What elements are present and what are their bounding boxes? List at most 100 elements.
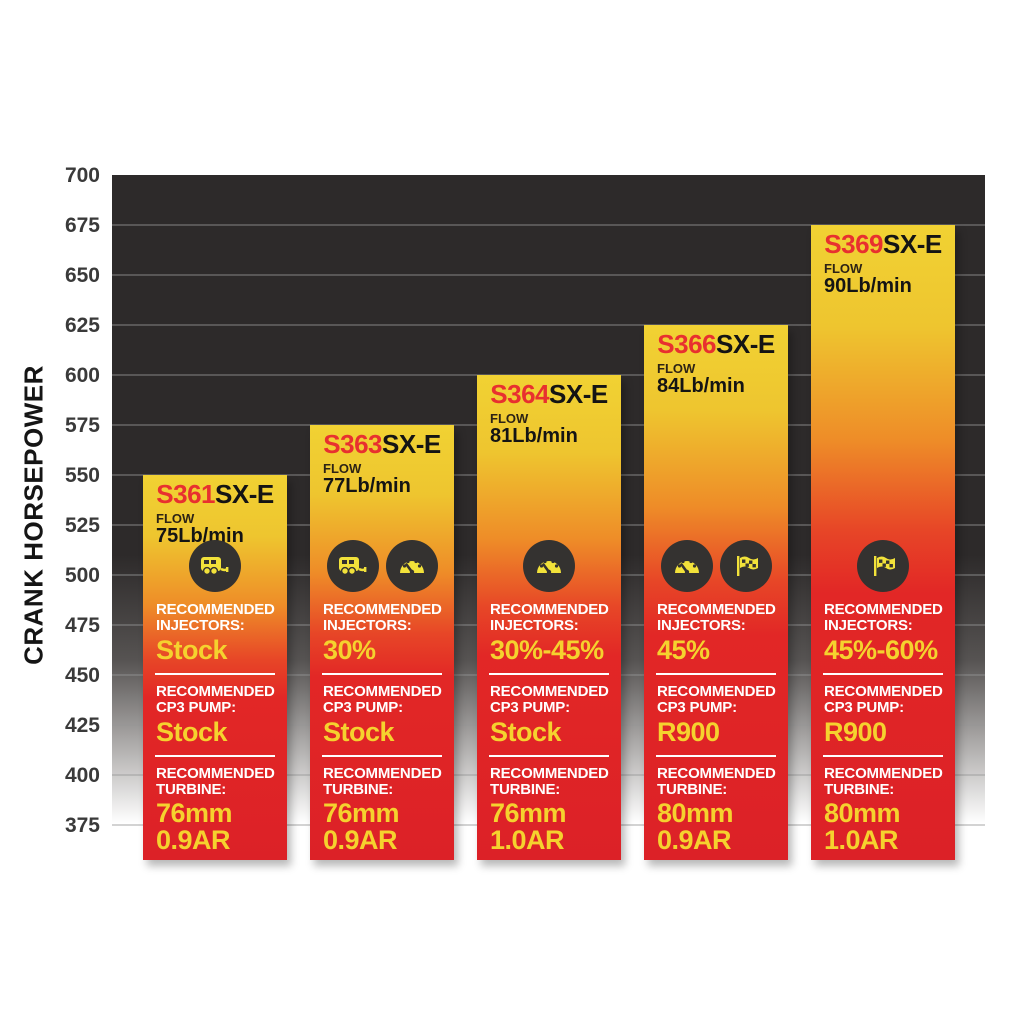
flag-icon xyxy=(857,540,909,592)
cp3-label: RECOMMENDED CP3 PUMP: xyxy=(824,683,943,717)
model-title: S364SX-E xyxy=(477,381,621,407)
turbine-label: RECOMMENDED TURBINE: xyxy=(490,765,609,799)
cp3-section: RECOMMENDED CP3 PUMP: R900 xyxy=(821,684,945,746)
model-suffix: SX-E xyxy=(549,379,608,409)
divider xyxy=(322,755,442,758)
bar-s366sx-e: S366SX-E FLOW 84Lb/min xyxy=(644,325,788,860)
turbine-size: 76mm xyxy=(323,798,400,829)
cp3-value: Stock xyxy=(490,717,562,748)
model-suffix: SX-E xyxy=(716,329,775,359)
turbine-ar: 1.0AR xyxy=(490,824,565,855)
y-tick-label: 650 xyxy=(64,264,100,287)
cp3-label: RECOMMENDED CP3 PUMP: xyxy=(156,683,275,717)
y-tick-label: 575 xyxy=(64,414,100,437)
injectors-value: 45% xyxy=(657,635,710,666)
bar-s361sx-e: S361SX-E FLOW 75Lb/min xyxy=(143,475,287,860)
injectors-section: RECOMMENDED INJECTORS: 45%-60% xyxy=(821,601,945,666)
bar-s363sx-e: S363SX-E FLOW 77Lb/min xyxy=(310,425,454,860)
model-title: S363SX-E xyxy=(310,431,454,457)
gauge-icon xyxy=(523,540,575,592)
divider xyxy=(322,673,442,676)
turbine-ar: 0.9AR xyxy=(323,824,398,855)
model-suffix: SX-E xyxy=(883,229,942,259)
icons-row xyxy=(310,540,454,592)
cp3-label: RECOMMENDED CP3 PUMP: xyxy=(490,683,609,717)
divider xyxy=(489,673,609,676)
turbine-section: RECOMMENDED TURBINE: 76mm 1.0AR xyxy=(487,765,611,855)
gauge-icon xyxy=(385,540,438,592)
model-title: S361SX-E xyxy=(143,481,287,507)
bar-header: S361SX-E FLOW 75Lb/min xyxy=(143,475,287,546)
injectors-value: 45%-60% xyxy=(824,635,938,666)
turbine-section: RECOMMENDED TURBINE: 76mm 0.9AR xyxy=(320,765,444,855)
turbine-size: 76mm xyxy=(156,798,233,829)
model-number: S363 xyxy=(323,429,383,459)
turbine-ar: 0.9AR xyxy=(657,824,732,855)
turbine-value: 76mm 0.9AR xyxy=(156,798,277,854)
injectors-section: RECOMMENDED INJECTORS: Stock xyxy=(153,601,277,664)
cp3-value: Stock xyxy=(156,717,228,748)
divider xyxy=(155,673,275,676)
turbine-value: 80mm 1.0AR xyxy=(824,798,945,854)
bar-lower-content: RECOMMENDED INJECTORS: 30%-45% RECOMMEND… xyxy=(477,540,621,860)
model-number: S361 xyxy=(156,479,216,509)
y-tick-label: 450 xyxy=(64,664,100,687)
cp3-value: R900 xyxy=(824,717,887,748)
injectors-value: 30% xyxy=(323,635,376,666)
divider xyxy=(489,755,609,758)
turbine-label: RECOMMENDED TURBINE: xyxy=(323,765,442,799)
bar-header: S364SX-E FLOW 81Lb/min xyxy=(477,375,621,446)
flag-icon xyxy=(719,540,772,592)
flow-label: FLOW xyxy=(824,261,863,276)
turbine-section: RECOMMENDED TURBINE: 76mm 0.9AR xyxy=(153,766,277,854)
model-number: S364 xyxy=(490,379,550,409)
cp3-value: Stock xyxy=(323,717,395,748)
y-tick-label: 675 xyxy=(64,214,100,237)
gridline xyxy=(112,324,985,326)
model-suffix: SX-E xyxy=(382,429,441,459)
divider xyxy=(823,755,943,758)
injectors-label: RECOMMENDED INJECTORS: xyxy=(824,601,943,635)
model-suffix: SX-E xyxy=(215,479,274,509)
y-tick-label: 700 xyxy=(64,164,100,187)
icons-row xyxy=(644,540,788,592)
gridline xyxy=(112,224,985,226)
cp3-section: RECOMMENDED CP3 PUMP: Stock xyxy=(487,684,611,746)
bar-s369sx-e: S369SX-E FLOW 90Lb/min RECOMMEN xyxy=(811,225,955,860)
bar-lower-content: RECOMMENDED INJECTORS: 30% RECOMMENDED C… xyxy=(310,540,454,860)
flow-value: 81Lb/min xyxy=(490,425,578,447)
turbine-value: 80mm 0.9AR xyxy=(657,798,778,855)
turbine-value: 76mm 1.0AR xyxy=(490,800,611,855)
bar-lower-content: RECOMMENDED INJECTORS: Stock RECOMMENDED… xyxy=(143,540,287,860)
bar-s364sx-e: S364SX-E FLOW 81Lb/min xyxy=(477,375,621,860)
icons-row xyxy=(811,540,955,592)
flow-value: 90Lb/min xyxy=(824,275,912,297)
turbine-section: RECOMMENDED TURBINE: 80mm 0.9AR xyxy=(654,766,778,855)
injectors-label: RECOMMENDED INJECTORS: xyxy=(490,601,609,635)
bar-header: S363SX-E FLOW 77Lb/min xyxy=(310,425,454,496)
divider xyxy=(656,673,776,676)
turbine-size: 80mm xyxy=(824,798,901,829)
divider xyxy=(656,755,776,758)
y-tick-label: 625 xyxy=(64,314,100,337)
towing-icon xyxy=(189,540,241,592)
turbine-label: RECOMMENDED TURBINE: xyxy=(824,765,943,799)
bar-header: S366SX-E FLOW 84Lb/min xyxy=(644,325,788,396)
flow-value: 77Lb/min xyxy=(323,475,411,497)
y-tick-label: 475 xyxy=(64,614,100,637)
injectors-label: RECOMMENDED INJECTORS: xyxy=(323,601,442,635)
injectors-value: 30%-45% xyxy=(490,635,604,666)
y-tick-label: 525 xyxy=(64,514,100,537)
towing-icon xyxy=(326,540,379,592)
y-tick-label: 375 xyxy=(64,814,100,837)
gauge-icon xyxy=(660,540,713,592)
icons-row xyxy=(143,540,287,592)
cp3-label: RECOMMENDED CP3 PUMP: xyxy=(657,683,776,717)
y-tick-label: 550 xyxy=(64,464,100,487)
y-tick-label: 500 xyxy=(64,564,100,587)
turbine-size: 80mm xyxy=(657,798,734,829)
cp3-value: R900 xyxy=(657,717,720,748)
injectors-section: RECOMMENDED INJECTORS: 30%-45% xyxy=(487,601,611,666)
cp3-section: RECOMMENDED CP3 PUMP: Stock xyxy=(153,684,277,746)
